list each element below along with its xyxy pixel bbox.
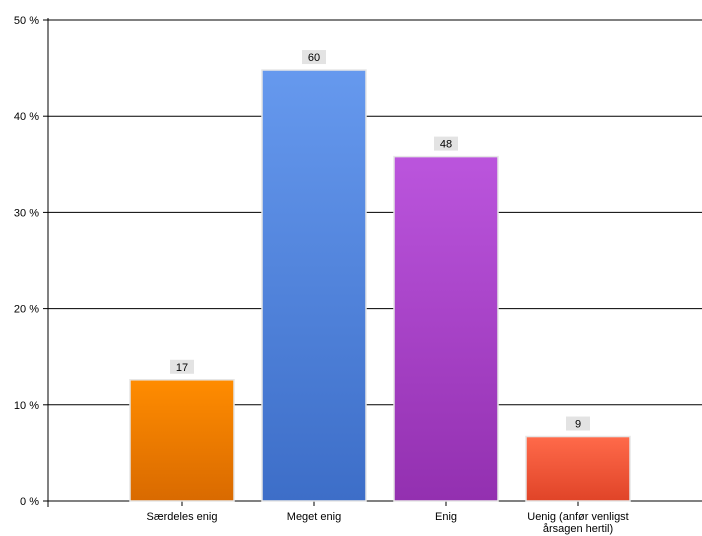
- bar: [261, 69, 367, 502]
- data-label-box: [566, 416, 590, 431]
- data-label: 48: [440, 139, 452, 151]
- gridlines: [48, 19, 702, 406]
- data-label-box: [170, 359, 194, 374]
- y-tick-label: 40 %: [14, 111, 39, 123]
- bar: [393, 155, 499, 502]
- x-tick-label: Særdeles enig: [147, 511, 218, 523]
- y-tick-label: 30 %: [14, 207, 39, 219]
- data-label: 17: [176, 362, 188, 374]
- tick-labels: 0 % 10 % 20 % 30 % 40 % 50 % Særdeles enig Mege…: [14, 15, 629, 535]
- x-tick-label: Enig: [435, 511, 457, 523]
- x-tick-label: årsagen hertil): [543, 523, 613, 535]
- data-labels: 17 60 48 9: [170, 50, 590, 431]
- data-label-box: [302, 50, 326, 65]
- x-tick-label: Uenig (anfør venligst: [527, 511, 629, 523]
- y-tick-label: 50 %: [14, 15, 39, 27]
- y-tick-label: 20 %: [14, 304, 39, 316]
- data-label: 60: [308, 52, 320, 64]
- bars: [129, 69, 631, 502]
- y-tick-label: 0 %: [20, 496, 39, 508]
- bar: [525, 435, 631, 502]
- data-label: 9: [575, 419, 581, 431]
- bar: [129, 379, 235, 502]
- y-tick-label: 10 %: [14, 400, 39, 412]
- data-label-box: [434, 136, 458, 151]
- x-tick-label: Meget enig: [287, 511, 341, 523]
